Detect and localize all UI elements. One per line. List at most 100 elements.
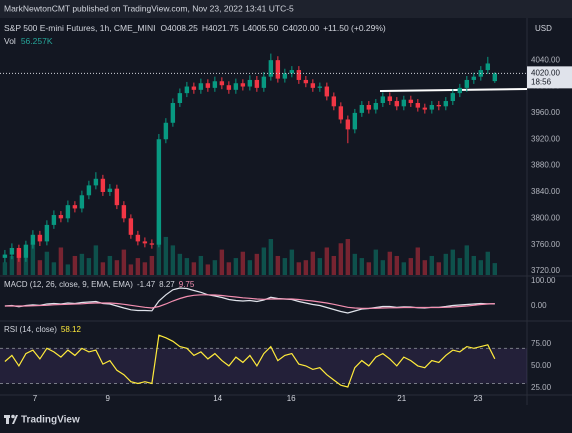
indicator-line	[4, 334, 496, 388]
indicator-legend: MACD (12, 26, close, 9, EMA, EMA) -1.47 8.…	[4, 280, 195, 289]
candle-body	[51, 215, 57, 225]
candle-body	[282, 73, 288, 79]
volume-bar	[79, 253, 85, 275]
volume-legend: Vol 56.257K	[4, 36, 53, 46]
candle-body	[142, 241, 148, 244]
volume-bar	[429, 255, 435, 275]
volume-bar	[212, 260, 218, 275]
y-tick-label: 100.00	[531, 276, 556, 285]
volume-bar	[135, 258, 141, 275]
y-tick-label: 4040.00	[531, 55, 560, 64]
candle-body	[275, 60, 281, 79]
y-tick-label: 50.00	[531, 361, 552, 370]
volume-bar	[198, 255, 204, 275]
candle-body	[366, 104, 372, 110]
candle-body	[128, 218, 134, 235]
candle-body	[394, 101, 400, 107]
countdown: 18:56	[531, 77, 552, 86]
symbol-legend: S&P 500 E-mini Futures, 1h, CME_MINI O400…	[4, 23, 386, 33]
volume-bar	[128, 264, 134, 275]
candle-body	[198, 83, 204, 90]
candle-body	[16, 247, 22, 258]
volume-bar	[65, 264, 71, 275]
indicator-value: 8.27	[159, 280, 175, 289]
candle-body	[436, 104, 442, 107]
volume-bar	[317, 258, 323, 275]
candle-body	[331, 96, 337, 107]
volume-bar	[289, 249, 295, 275]
volume-bar	[394, 255, 400, 275]
y-tick-label: 3720.00	[531, 266, 560, 275]
ohlc-key: H	[202, 23, 208, 33]
footer-brand: TradingView	[21, 415, 80, 426]
indicator-legend: RSI (14, close) 58.12	[4, 325, 81, 334]
candle-body	[86, 185, 92, 196]
volume-bar	[37, 260, 43, 275]
candle-body	[72, 205, 78, 209]
candle-body	[100, 178, 106, 192]
ohlc-key: L	[243, 23, 248, 33]
candle-body	[107, 188, 113, 192]
candle-body	[2, 254, 8, 258]
volume-bar	[107, 255, 113, 275]
x-tick-label: 14	[213, 394, 222, 403]
volume-bar	[205, 264, 211, 275]
candle-body	[163, 122, 169, 140]
ohlc-value: 4021.75	[208, 23, 239, 33]
candle-body	[212, 81, 218, 88]
volume-bar	[303, 260, 309, 275]
volume-bar	[163, 236, 169, 275]
x-tick-label: 23	[474, 394, 483, 403]
volume-bar	[58, 247, 64, 275]
candle-body	[324, 86, 330, 97]
volume-bar	[261, 247, 267, 275]
volume-bar	[191, 262, 197, 275]
candle-body	[338, 106, 344, 120]
candle-body	[401, 99, 407, 107]
y-tick-label: 3800.00	[531, 213, 560, 222]
volume-bar	[331, 255, 337, 275]
volume-bar	[114, 260, 120, 275]
indicator-title: RSI (14, close)	[4, 325, 57, 334]
candle-body	[303, 79, 309, 84]
volume-bar	[366, 262, 372, 275]
volume-bar	[240, 251, 246, 275]
change: +11.50 (+0.29%)	[323, 23, 386, 33]
symbol-title: S&P 500 E-mini Futures, 1h, CME_MINI	[4, 23, 155, 33]
candle-body	[254, 79, 260, 88]
ohlc-key: C	[282, 23, 288, 33]
x-tick-label: 16	[287, 394, 296, 403]
volume-bar	[86, 258, 92, 275]
candle-body	[268, 60, 274, 77]
candle-body	[450, 93, 456, 102]
candle-body	[492, 73, 498, 82]
y-tick-label: 3760.00	[531, 240, 560, 249]
candle-body	[485, 63, 491, 71]
volume-bar	[387, 251, 393, 275]
candle-body	[471, 76, 477, 80]
y-tick-label: 3960.00	[531, 108, 560, 117]
volume-bar	[373, 249, 379, 275]
volume-bar	[226, 262, 232, 275]
volume-bar	[422, 260, 428, 275]
candle-body	[443, 101, 449, 107]
candle-body	[380, 96, 386, 104]
volume-bar	[219, 249, 225, 275]
volume-bar	[296, 262, 302, 275]
candle-body	[289, 70, 295, 74]
volume-bar	[401, 262, 407, 275]
volume-bar	[492, 263, 498, 275]
volume-bar	[415, 247, 421, 275]
volume-title: Vol	[4, 36, 16, 46]
volume-bar	[156, 220, 162, 275]
last-price-tag	[527, 66, 572, 89]
volume-bar	[408, 258, 414, 275]
candle-body	[352, 112, 358, 130]
candle-body	[23, 244, 29, 258]
currency: USD	[535, 24, 552, 33]
volume-bar	[457, 258, 463, 275]
volume-value: 56.257K	[21, 36, 53, 46]
candle-body	[156, 139, 162, 245]
